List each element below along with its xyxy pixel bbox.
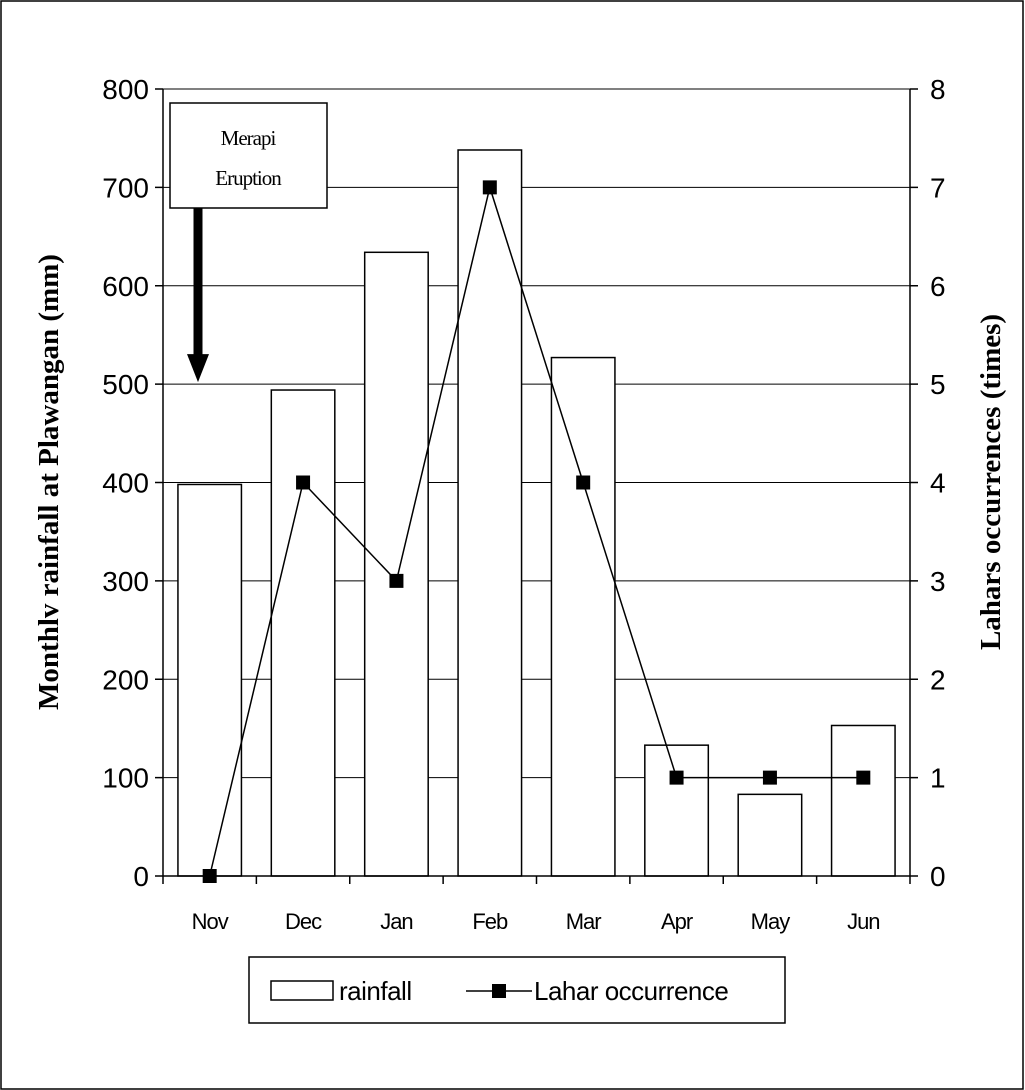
rainfall-bar-dec: [270, 389, 336, 877]
x-tick-label-may: May: [751, 909, 791, 934]
eruption-annotation: Merapi Eruption: [169, 102, 328, 383]
left-tick-label: 700: [102, 172, 149, 203]
x-tick-label-dec: Dec: [285, 909, 322, 934]
left-tick-label: 100: [102, 763, 149, 794]
left-tick-label: 300: [102, 566, 149, 597]
right-tick-label: 3: [930, 566, 946, 597]
annotation-line-1: Merapi: [221, 126, 277, 150]
legend-lahar-marker: [492, 984, 506, 998]
annotation-arrow-head: [187, 354, 209, 383]
left-tick-label: 0: [133, 861, 149, 892]
x-tick-label-feb: Feb: [472, 909, 508, 934]
left-tick-label: 400: [102, 468, 149, 499]
lahar-marker-feb: [482, 180, 497, 195]
legend: rainfall Lahar occurrence: [248, 956, 786, 1024]
x-tick-label-jan: Jan: [380, 909, 412, 934]
lahar-occurrence-markers: [202, 180, 871, 883]
lahar-occurrence-series: [202, 180, 871, 883]
right-tick-label: 1: [930, 763, 946, 794]
right-tick-label: 7: [930, 172, 946, 203]
right-tick-label: 0: [930, 861, 946, 892]
legend-lahar-label: Lahar occurrence: [534, 976, 728, 1006]
lahar-marker-may: [762, 770, 777, 785]
right-tick-label: 2: [930, 664, 946, 695]
rainfall-bar-apr: [644, 744, 710, 877]
annotation-line-2: Eruption: [215, 166, 282, 190]
right-axis-title: Lahars occurrences (times): [975, 314, 1007, 650]
left-tick-label: 500: [102, 369, 149, 400]
rainfall-bar-jun: [830, 724, 896, 877]
legend-rainfall-swatch: [270, 980, 334, 1001]
lahar-marker-apr: [669, 770, 684, 785]
lahar-marker-jan: [389, 573, 404, 588]
rainfall-bar-mar: [550, 356, 616, 877]
lahar-marker-jun: [856, 770, 871, 785]
left-tick-label: 600: [102, 271, 149, 302]
rainfall-bar-may: [737, 793, 803, 877]
left-tick-label: 200: [102, 664, 149, 695]
rainfall-bar-feb: [457, 149, 523, 877]
x-axis-ticks: Nov Dec Jan Feb Mar Apr May Jun: [162, 876, 911, 934]
legend-box: [248, 956, 786, 1024]
rainfall-bar-nov: [177, 483, 243, 877]
left-axis-title: Monthlv rainfall at Plawangan (mm): [33, 254, 65, 710]
right-tick-label: 8: [930, 74, 946, 105]
x-tick-label-jun: Jun: [847, 909, 879, 934]
lahar-marker-mar: [576, 475, 591, 490]
x-tick-label-apr: Apr: [661, 909, 693, 934]
left-axis-ticks: 0 100 200 300 400 500 600 700 800: [102, 74, 163, 892]
legend-rainfall-label: rainfall: [339, 976, 412, 1006]
rainfall-bar-jan: [363, 251, 429, 877]
lahar-marker-dec: [296, 475, 311, 490]
left-tick-label: 800: [102, 74, 149, 105]
x-tick-label-mar: Mar: [566, 909, 602, 934]
annotation-box: [169, 102, 328, 209]
lahar-marker-nov: [202, 869, 217, 883]
right-tick-label: 5: [930, 369, 946, 400]
lahar-occurrence-line: [208, 184, 864, 877]
right-axis-ticks: 0 1 2 3 4 5 6 7 8: [910, 74, 946, 892]
x-tick-label-nov: Nov: [192, 909, 229, 934]
rainfall-bars: [177, 149, 896, 877]
right-tick-label: 6: [930, 271, 946, 302]
right-tick-label: 4: [930, 468, 946, 499]
